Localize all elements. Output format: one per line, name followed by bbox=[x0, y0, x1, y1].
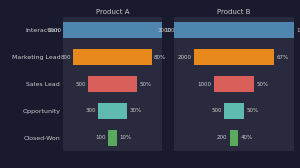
Text: 500: 500 bbox=[211, 108, 222, 113]
Text: 50%: 50% bbox=[139, 81, 152, 87]
Bar bbox=[98, 103, 127, 119]
Text: 40%: 40% bbox=[240, 135, 253, 140]
Text: 50%: 50% bbox=[256, 81, 268, 87]
Bar bbox=[63, 22, 162, 38]
Text: 500: 500 bbox=[75, 81, 86, 87]
Bar bbox=[194, 49, 274, 65]
Bar bbox=[108, 130, 118, 146]
Text: 200: 200 bbox=[217, 135, 228, 140]
Title: Product B: Product B bbox=[217, 9, 251, 15]
Bar bbox=[73, 49, 152, 65]
Text: 80%: 80% bbox=[154, 55, 166, 60]
Bar bbox=[174, 22, 294, 38]
Bar bbox=[88, 76, 137, 92]
Bar bbox=[214, 76, 254, 92]
Text: 1000: 1000 bbox=[198, 81, 212, 87]
Text: 10%: 10% bbox=[119, 135, 132, 140]
Bar bbox=[224, 103, 244, 119]
Text: 800: 800 bbox=[60, 55, 71, 60]
Text: 300: 300 bbox=[85, 108, 96, 113]
Text: 50%: 50% bbox=[246, 108, 259, 113]
Text: 30%: 30% bbox=[129, 108, 142, 113]
Text: 1000: 1000 bbox=[47, 28, 61, 33]
Bar bbox=[230, 130, 238, 146]
Text: 3000: 3000 bbox=[158, 28, 172, 33]
Text: 100%: 100% bbox=[164, 28, 180, 33]
Text: 67%: 67% bbox=[276, 55, 289, 60]
Text: 2000: 2000 bbox=[178, 55, 192, 60]
Title: Product A: Product A bbox=[96, 9, 129, 15]
Text: 100%: 100% bbox=[296, 28, 300, 33]
Text: 100: 100 bbox=[95, 135, 106, 140]
